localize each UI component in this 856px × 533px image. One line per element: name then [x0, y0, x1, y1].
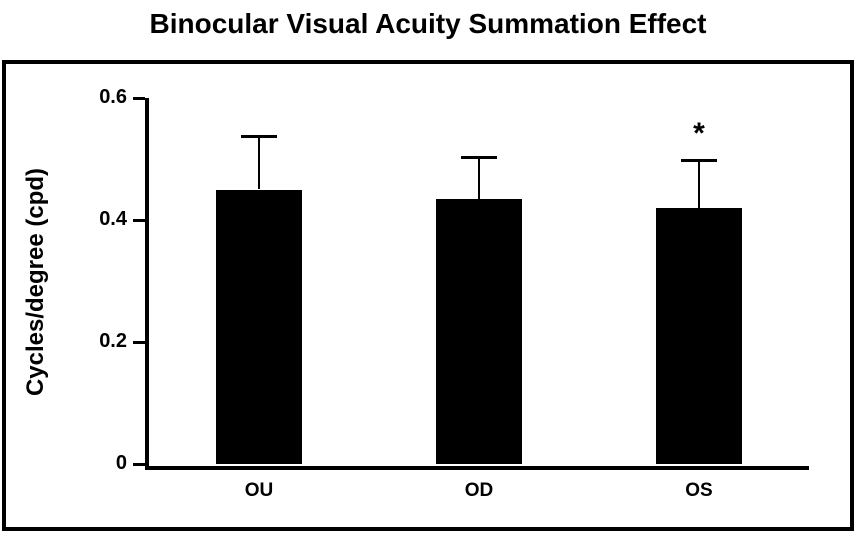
bar [436, 198, 522, 464]
y-axis-tick [133, 96, 145, 100]
x-category-label: OU [244, 480, 274, 501]
bar [216, 189, 302, 464]
error-bar-cap [681, 159, 717, 162]
error-bar-cap [461, 155, 497, 159]
y-axis-tick [133, 340, 145, 344]
chart-title: Binocular Visual Acuity Summation Effect [149, 8, 707, 39]
y-axis-tick [133, 218, 145, 222]
x-category-label: OD [464, 480, 494, 501]
y-tick-label: 0.6 [99, 86, 127, 108]
significance-asterisk: * [693, 117, 705, 150]
x-category-label: OS [685, 480, 713, 501]
error-bar-stem [478, 155, 480, 199]
error-bar-cap [241, 134, 277, 138]
plot-area: 0 0.2 0.4 0.6 OU OD OS * [99, 86, 809, 501]
error-bar-stem [698, 159, 700, 208]
error-bar-stem [258, 134, 260, 190]
y-tick-label: 0.2 [99, 330, 127, 352]
y-axis-tick [133, 462, 145, 466]
bar [656, 207, 742, 464]
y-tick-label: 0.4 [99, 208, 127, 230]
y-axis-label: Cycles/degree (cpd) [22, 167, 49, 397]
y-tick-label: 0 [115, 452, 127, 474]
